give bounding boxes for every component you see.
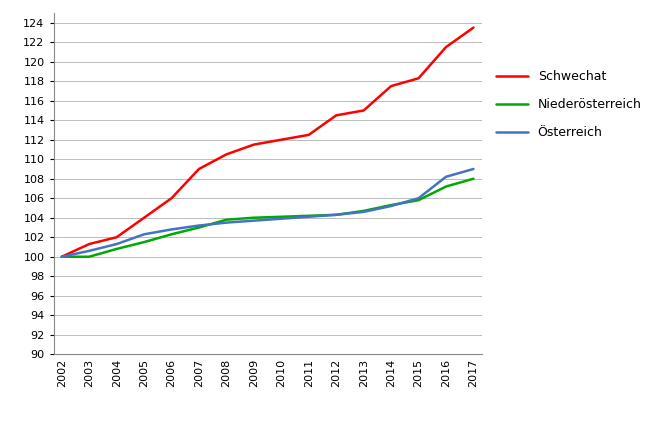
Legend: Schwechat, Niederösterreich, Österreich: Schwechat, Niederösterreich, Österreich	[496, 70, 642, 140]
Schwechat	[140, 215, 148, 220]
Österreich	[250, 218, 258, 223]
Niederösterreich	[415, 197, 423, 203]
Schwechat	[58, 254, 66, 259]
Line: Schwechat: Schwechat	[62, 28, 474, 257]
Schwechat	[332, 113, 341, 118]
Niederösterreich	[442, 184, 450, 189]
Österreich	[167, 227, 175, 232]
Schwechat	[112, 235, 120, 240]
Schwechat	[85, 241, 93, 247]
Österreich	[332, 212, 341, 217]
Österreich	[278, 216, 286, 221]
Österreich	[140, 232, 148, 237]
Österreich	[415, 196, 423, 201]
Schwechat	[195, 166, 203, 172]
Niederösterreich	[387, 203, 395, 208]
Schwechat	[360, 108, 368, 113]
Österreich	[112, 241, 120, 247]
Niederösterreich	[195, 225, 203, 230]
Schwechat	[387, 83, 395, 89]
Österreich	[442, 174, 450, 179]
Schwechat	[305, 132, 313, 137]
Niederösterreich	[167, 232, 175, 237]
Schwechat	[278, 137, 286, 142]
Niederösterreich	[278, 214, 286, 219]
Österreich	[387, 203, 395, 209]
Schwechat	[415, 76, 423, 81]
Österreich	[85, 248, 93, 254]
Österreich	[58, 254, 66, 259]
Niederösterreich	[112, 246, 120, 251]
Schwechat	[222, 152, 230, 157]
Niederösterreich	[332, 212, 341, 217]
Niederösterreich	[305, 213, 313, 218]
Österreich	[195, 223, 203, 228]
Schwechat	[442, 44, 450, 50]
Österreich	[470, 166, 478, 172]
Österreich	[222, 220, 230, 225]
Österreich	[305, 214, 313, 219]
Niederösterreich	[470, 176, 478, 181]
Niederösterreich	[250, 215, 258, 220]
Schwechat	[167, 196, 175, 201]
Line: Niederösterreich: Niederösterreich	[62, 179, 474, 257]
Niederösterreich	[140, 239, 148, 245]
Niederösterreich	[58, 254, 66, 259]
Schwechat	[250, 142, 258, 147]
Niederösterreich	[360, 208, 368, 213]
Niederösterreich	[222, 217, 230, 222]
Schwechat	[470, 25, 478, 30]
Österreich	[360, 209, 368, 214]
Niederösterreich	[85, 254, 93, 259]
Line: Österreich: Österreich	[62, 169, 474, 257]
